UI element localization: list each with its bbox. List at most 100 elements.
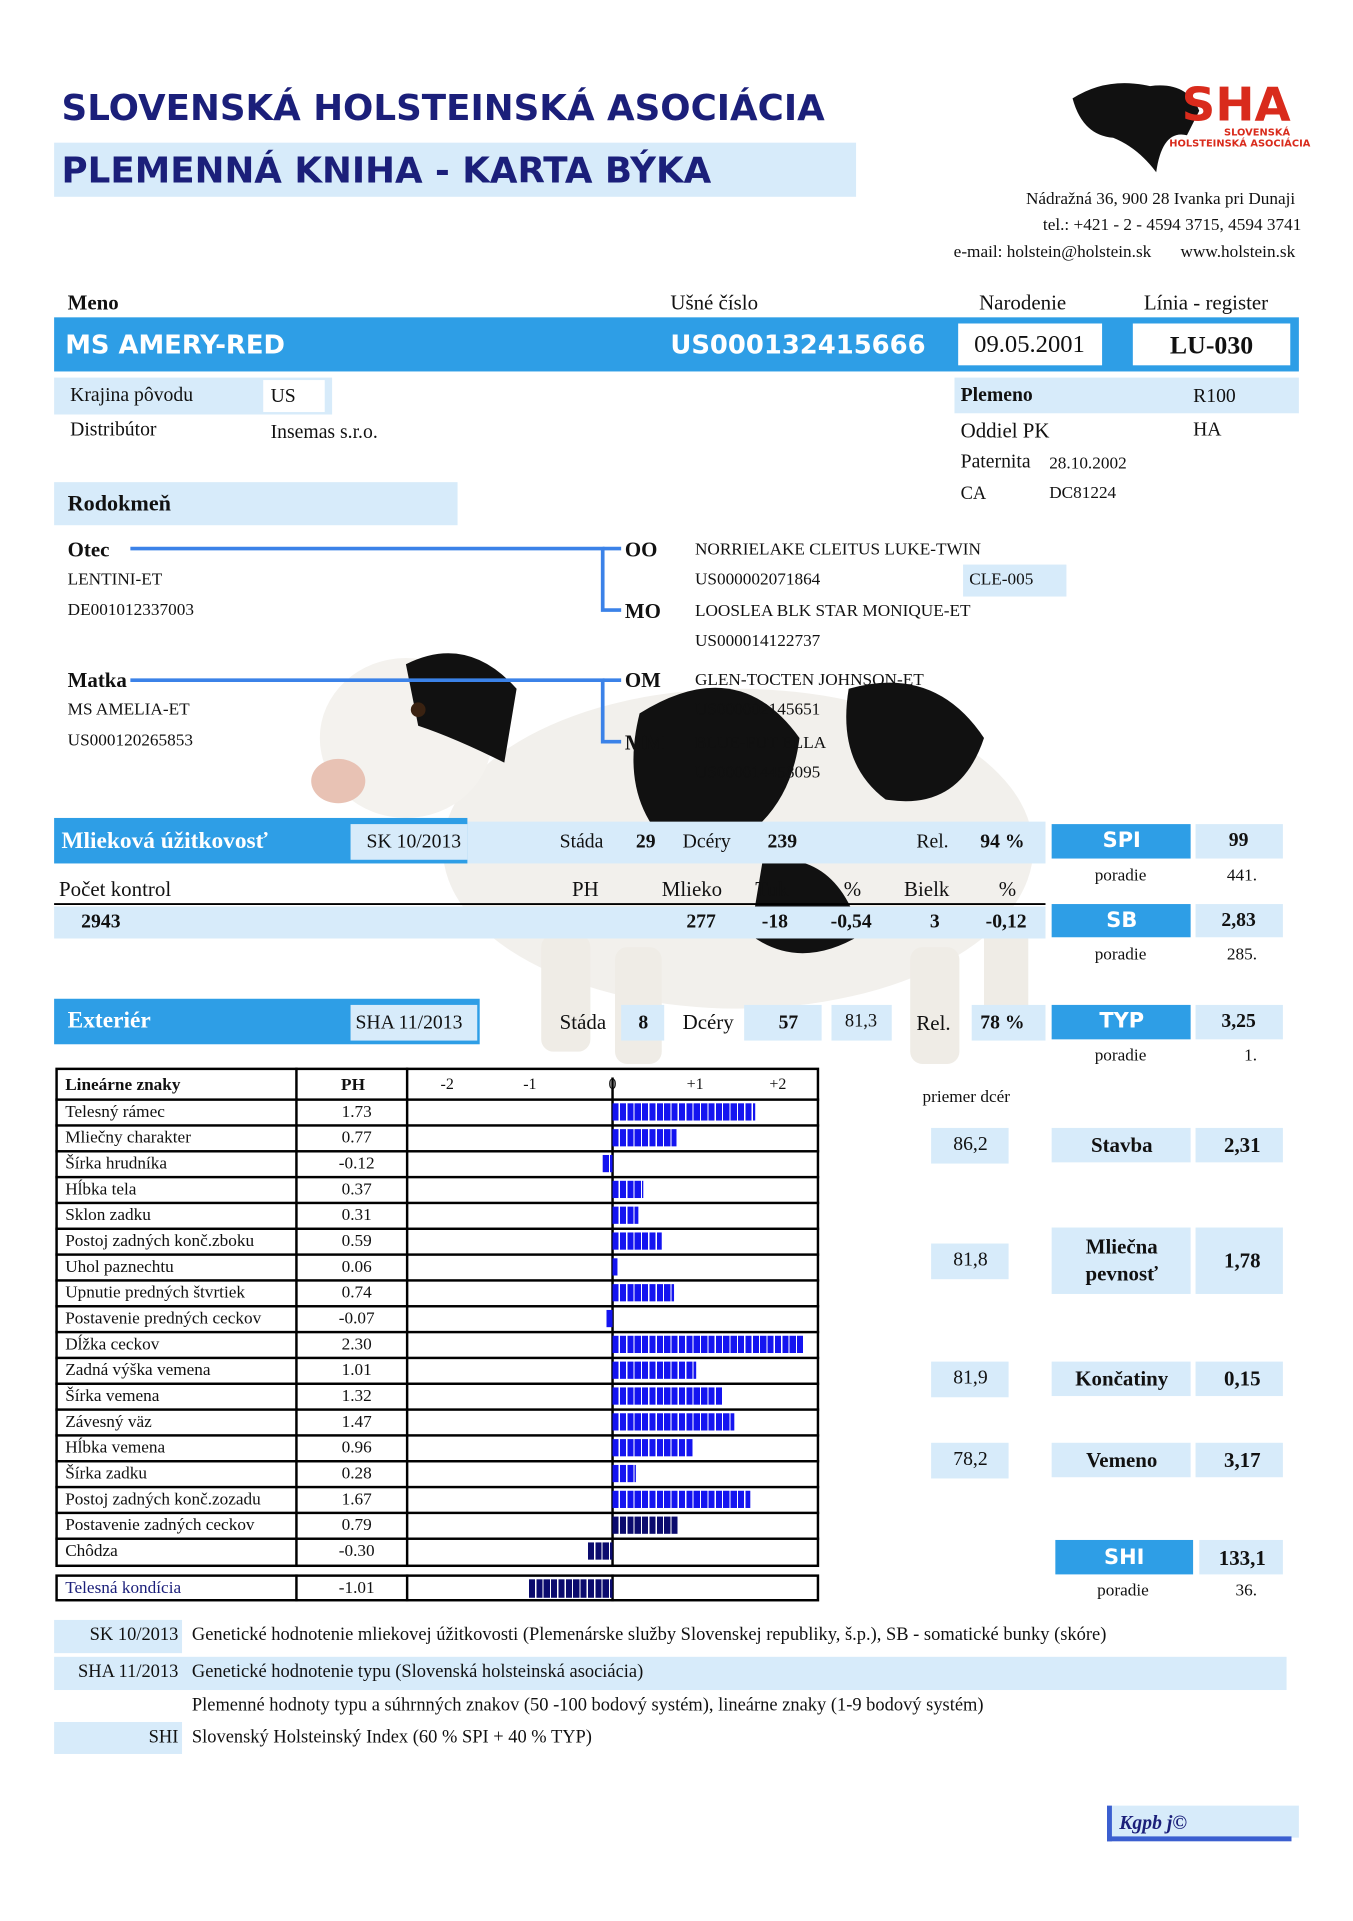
value: 2,31 xyxy=(1224,1133,1261,1157)
trait-bar xyxy=(612,1439,692,1457)
id: US000002145651 xyxy=(694,701,821,720)
name: NORRIELAKE CLEITUS LUKE-TWIN xyxy=(694,541,981,560)
date-box xyxy=(958,323,1103,366)
row-line xyxy=(55,1124,820,1127)
text: Plemenné hodnoty typu a súhrnných znakov… xyxy=(191,1695,984,1716)
index-label-box xyxy=(1055,1539,1194,1575)
row-line xyxy=(55,1356,820,1359)
avg: 86,2 xyxy=(953,1134,988,1155)
trait-value: 0.77 xyxy=(341,1128,372,1147)
columns: Tuk xyxy=(755,877,789,901)
trait-bar xyxy=(612,1464,636,1483)
value-box xyxy=(744,1004,822,1041)
sb-rank: 285. xyxy=(1226,945,1258,965)
label: OO xyxy=(624,538,658,562)
source: SHA 11/2013 xyxy=(355,1012,463,1034)
legend-row xyxy=(54,1656,1287,1691)
trait-name: Šírka zadku xyxy=(65,1464,147,1483)
rel-label: Rel. xyxy=(916,831,949,853)
avg-box xyxy=(931,1127,1009,1164)
heading: Rodokmeň xyxy=(67,490,171,516)
columns: % xyxy=(843,877,862,901)
trait-name: Postoj zadných konč.zozadu xyxy=(65,1490,261,1509)
scale-tick-label: +2 xyxy=(769,1074,787,1093)
trait-value: 0.96 xyxy=(341,1438,372,1457)
logo-lines: HOLSTEINSKÁ ASOCIÁCIA xyxy=(1169,137,1311,149)
email: e-mail: holstein@holstein.sk xyxy=(953,243,1152,262)
group-value-box xyxy=(1195,1442,1283,1478)
name: Mliečna pevnosť xyxy=(1085,1234,1159,1286)
trait-name: Šírka hrudníka xyxy=(65,1154,168,1173)
value: 3,17 xyxy=(1224,1448,1261,1472)
milk-values-bar xyxy=(54,906,1046,939)
trait-value: -1.01 xyxy=(338,1579,375,1598)
values: -0,12 xyxy=(985,911,1027,933)
daughters: 57 xyxy=(778,1012,799,1034)
row-line xyxy=(55,1382,820,1385)
trait-value: -0.12 xyxy=(338,1154,375,1173)
name: MS AMELIA-ET xyxy=(67,701,190,720)
value-box xyxy=(621,1004,665,1041)
avg: 81,8 xyxy=(953,1249,988,1271)
key: SHI xyxy=(148,1727,179,1748)
row-line xyxy=(55,1253,820,1256)
spi: 99 xyxy=(1228,830,1249,852)
trait-value: 1.67 xyxy=(341,1490,372,1509)
daughters-label: Dcéry xyxy=(682,1010,734,1034)
footer-line xyxy=(1107,1836,1292,1842)
breed: R100 xyxy=(1193,386,1236,408)
name: LENTINI-ET xyxy=(67,570,163,590)
ear: US000132415666 xyxy=(670,330,926,360)
typ-label: TYP xyxy=(1099,1009,1145,1034)
label: Matka xyxy=(67,668,127,692)
name: Končatiny xyxy=(1075,1367,1169,1391)
row-line xyxy=(55,1434,820,1437)
breed-bar xyxy=(954,377,1299,414)
shi: 133,1 xyxy=(1218,1546,1266,1571)
column-line xyxy=(295,1574,298,1602)
heading: Mlieková úžitkovosť xyxy=(61,828,268,855)
header: Lineárne znaky xyxy=(65,1076,181,1095)
trait-name: Závesný väz xyxy=(65,1412,152,1432)
trait-value: 1.47 xyxy=(341,1412,372,1432)
ca: DC81224 xyxy=(1049,484,1117,504)
trait-name: Sklon zadku xyxy=(65,1206,151,1225)
trait-bar xyxy=(606,1309,613,1328)
trait-value: 1.32 xyxy=(341,1386,372,1406)
key: SHA 11/2013 xyxy=(78,1662,179,1683)
paternity: 28.10.2002 xyxy=(1049,455,1127,474)
rel: 94 % xyxy=(980,831,1025,853)
trait-name: Telesná kondícia xyxy=(65,1579,182,1598)
id: US000120265853 xyxy=(67,731,193,751)
breed-label: Plemeno xyxy=(960,384,1033,406)
index-value-box xyxy=(1195,1004,1283,1040)
trait-bar xyxy=(612,1490,751,1508)
rank-label: poradie xyxy=(1094,1046,1147,1066)
columns: % xyxy=(998,877,1017,901)
trait-value: 0.28 xyxy=(341,1464,372,1483)
trait-value: 1.01 xyxy=(341,1360,372,1380)
zero-line xyxy=(611,1574,614,1602)
value: 0,15 xyxy=(1224,1367,1261,1391)
name: Vemeno xyxy=(1086,1448,1158,1472)
row-line xyxy=(55,1098,820,1101)
group-label-box xyxy=(1051,1361,1191,1397)
text: Slovenský Holsteinský Index (60 % SPI + … xyxy=(191,1727,592,1748)
herds-label: Stáda xyxy=(559,831,604,853)
subtitle-bar xyxy=(54,142,857,197)
avg-label: priemer dcér xyxy=(922,1088,1010,1107)
trait-value: 0.74 xyxy=(341,1283,372,1302)
trait-name: Postavenie zadných ceckov xyxy=(65,1515,255,1535)
trait-bar xyxy=(602,1154,613,1173)
trait-name: Hĺbka vemena xyxy=(65,1438,166,1457)
index-value-box xyxy=(1195,824,1283,859)
text: Genetické hodnotenie mliekovej úžitkovos… xyxy=(191,1625,1107,1646)
row-line xyxy=(55,1537,820,1540)
country-box xyxy=(263,380,325,413)
column-line xyxy=(405,1574,409,1602)
footer-box xyxy=(1107,1805,1299,1838)
sb-label: SB xyxy=(1106,907,1138,933)
count: 2943 xyxy=(81,911,121,933)
ca-label: CA xyxy=(960,484,987,504)
